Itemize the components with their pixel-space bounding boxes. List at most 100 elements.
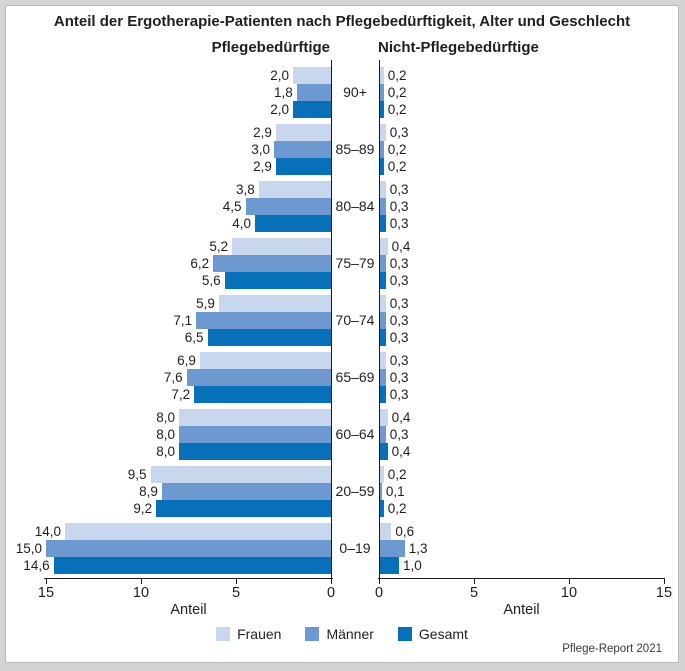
bar-value-label: 0,3 <box>389 256 409 271</box>
bar-value-label: 6,9 <box>177 353 196 368</box>
bar-value-label: 0,2 <box>387 142 407 157</box>
bar-left-männer <box>274 141 331 158</box>
bar-value-label: 0,3 <box>389 427 409 442</box>
bar-value-label: 5,9 <box>196 296 215 311</box>
bar-value-label: 0,6 <box>395 524 415 539</box>
bar-left-männer <box>296 84 331 101</box>
bar-value-label: 7,6 <box>163 370 183 385</box>
bar-value-label: 0,3 <box>389 182 409 197</box>
x-axis-title-right: Anteil <box>503 602 540 618</box>
legend-item-gesamt: Gesamt <box>397 626 468 642</box>
bar-value-label: 0,3 <box>389 330 409 345</box>
bar-right-männer <box>380 312 386 329</box>
bar-value-label: 5,6 <box>201 273 221 288</box>
bar-value-label: 4,0 <box>232 216 251 231</box>
bar-value-label: 1,3 <box>408 541 428 556</box>
bar-value-label: 0,3 <box>389 296 409 311</box>
bar-value-label: 8,0 <box>156 444 175 459</box>
legend-swatch <box>216 627 231 641</box>
bar-left-frauen <box>65 523 331 540</box>
x-axis-right <box>378 578 665 579</box>
bar-left-gesamt <box>156 500 331 517</box>
bar-right-gesamt <box>380 329 386 346</box>
bar-left-gesamt <box>275 158 331 175</box>
bar-left-frauen <box>232 238 331 255</box>
legend-label: Männer <box>326 626 374 642</box>
x-axis-title-left: Anteil <box>170 602 207 618</box>
figure-card: Anteil der Ergotherapie-Patienten nach P… <box>5 5 679 663</box>
bar-left-männer <box>213 255 331 272</box>
panel-title-nicht-pflegebeduerftige: Nicht-Pflegebedürftige <box>378 39 539 56</box>
bar-right-frauen <box>380 409 388 426</box>
bar-right-frauen <box>380 67 384 84</box>
bar-left-männer <box>161 483 331 500</box>
panel-title-pflegebeduerftige: Pflegebedürftige <box>211 39 330 56</box>
bar-value-label: 0,3 <box>389 387 409 402</box>
x-axis-tick-label: 0 <box>374 585 384 601</box>
bar-value-label: 9,5 <box>127 467 147 482</box>
bar-left-gesamt <box>224 272 331 289</box>
bar-value-label: 0,3 <box>389 125 409 140</box>
x-axis-tick <box>236 579 237 584</box>
x-axis-tick-label: 15 <box>655 585 673 601</box>
age-group-label: 70–74 <box>335 312 375 328</box>
age-group-label: 20–59 <box>335 483 375 499</box>
bar-value-label: 0,3 <box>389 370 409 385</box>
age-group-label: 90+ <box>343 84 367 100</box>
bar-value-label: 1,8 <box>274 85 293 100</box>
x-axis-tick-label: 15 <box>37 585 55 601</box>
bar-right-männer <box>380 483 382 500</box>
bar-left-gesamt <box>194 386 331 403</box>
bar-value-label: 2,0 <box>270 68 289 83</box>
bar-left-männer <box>179 426 331 443</box>
bar-value-label: 0,2 <box>387 501 407 516</box>
bar-left-gesamt <box>207 329 331 346</box>
legend: Frauen Männer Gesamt <box>6 626 678 642</box>
bar-value-label: 0,3 <box>389 273 409 288</box>
bar-value-label: 8,0 <box>156 427 175 442</box>
bar-value-label: 8,9 <box>139 484 158 499</box>
bar-left-frauen <box>218 295 331 312</box>
x-axis-tick <box>664 579 665 584</box>
bar-value-label: 0,2 <box>387 159 407 174</box>
bar-right-männer <box>380 141 384 158</box>
legend-swatch <box>397 627 412 641</box>
bar-left-frauen <box>258 181 331 198</box>
chart-title: Anteil der Ergotherapie-Patienten nach P… <box>53 13 631 30</box>
age-group-label: 75–79 <box>335 255 375 271</box>
bar-right-männer <box>380 255 386 272</box>
age-group-label: 65–69 <box>335 369 375 385</box>
bar-value-label: 0,3 <box>389 353 409 368</box>
bar-value-label: 0,4 <box>391 239 411 254</box>
x-axis-tick <box>331 579 332 584</box>
bar-right-frauen <box>380 124 386 141</box>
bar-right-gesamt <box>380 443 388 460</box>
x-axis-tick <box>46 579 47 584</box>
x-axis-tick <box>474 579 475 584</box>
legend-item-frauen: Frauen <box>216 626 281 642</box>
age-group-label: 0–19 <box>339 540 371 556</box>
bar-value-label: 0,2 <box>387 467 407 482</box>
bar-value-label: 2,9 <box>253 159 272 174</box>
bar-left-frauen <box>179 409 331 426</box>
bar-value-label: 0,2 <box>387 102 407 117</box>
bar-value-label: 0,3 <box>389 199 409 214</box>
bar-right-frauen <box>380 295 386 312</box>
bar-right-frauen <box>380 238 388 255</box>
bar-right-männer <box>380 426 386 443</box>
bar-right-gesamt <box>380 158 384 175</box>
bar-value-label: 7,1 <box>173 313 193 328</box>
bar-left-gesamt <box>179 443 331 460</box>
plot-area: 90+ 2,0 1,8 2,0 0,2 0,2 0,2 85–89 2,9 3,0 2,9 0,3 0,… <box>6 6 680 664</box>
bar-value-label: 0,2 <box>387 85 407 100</box>
bar-right-frauen <box>380 181 386 198</box>
bar-left-frauen <box>150 466 331 483</box>
bar-value-label: 5,2 <box>209 239 229 254</box>
bar-value-label: 9,2 <box>133 501 153 516</box>
bar-right-gesamt <box>380 272 386 289</box>
bar-left-männer <box>196 312 331 329</box>
x-axis-tick-label: 5 <box>469 585 479 601</box>
bar-value-label: 15,0 <box>15 541 42 556</box>
bar-left-männer <box>186 369 331 386</box>
bar-value-label: 14,6 <box>23 558 50 573</box>
